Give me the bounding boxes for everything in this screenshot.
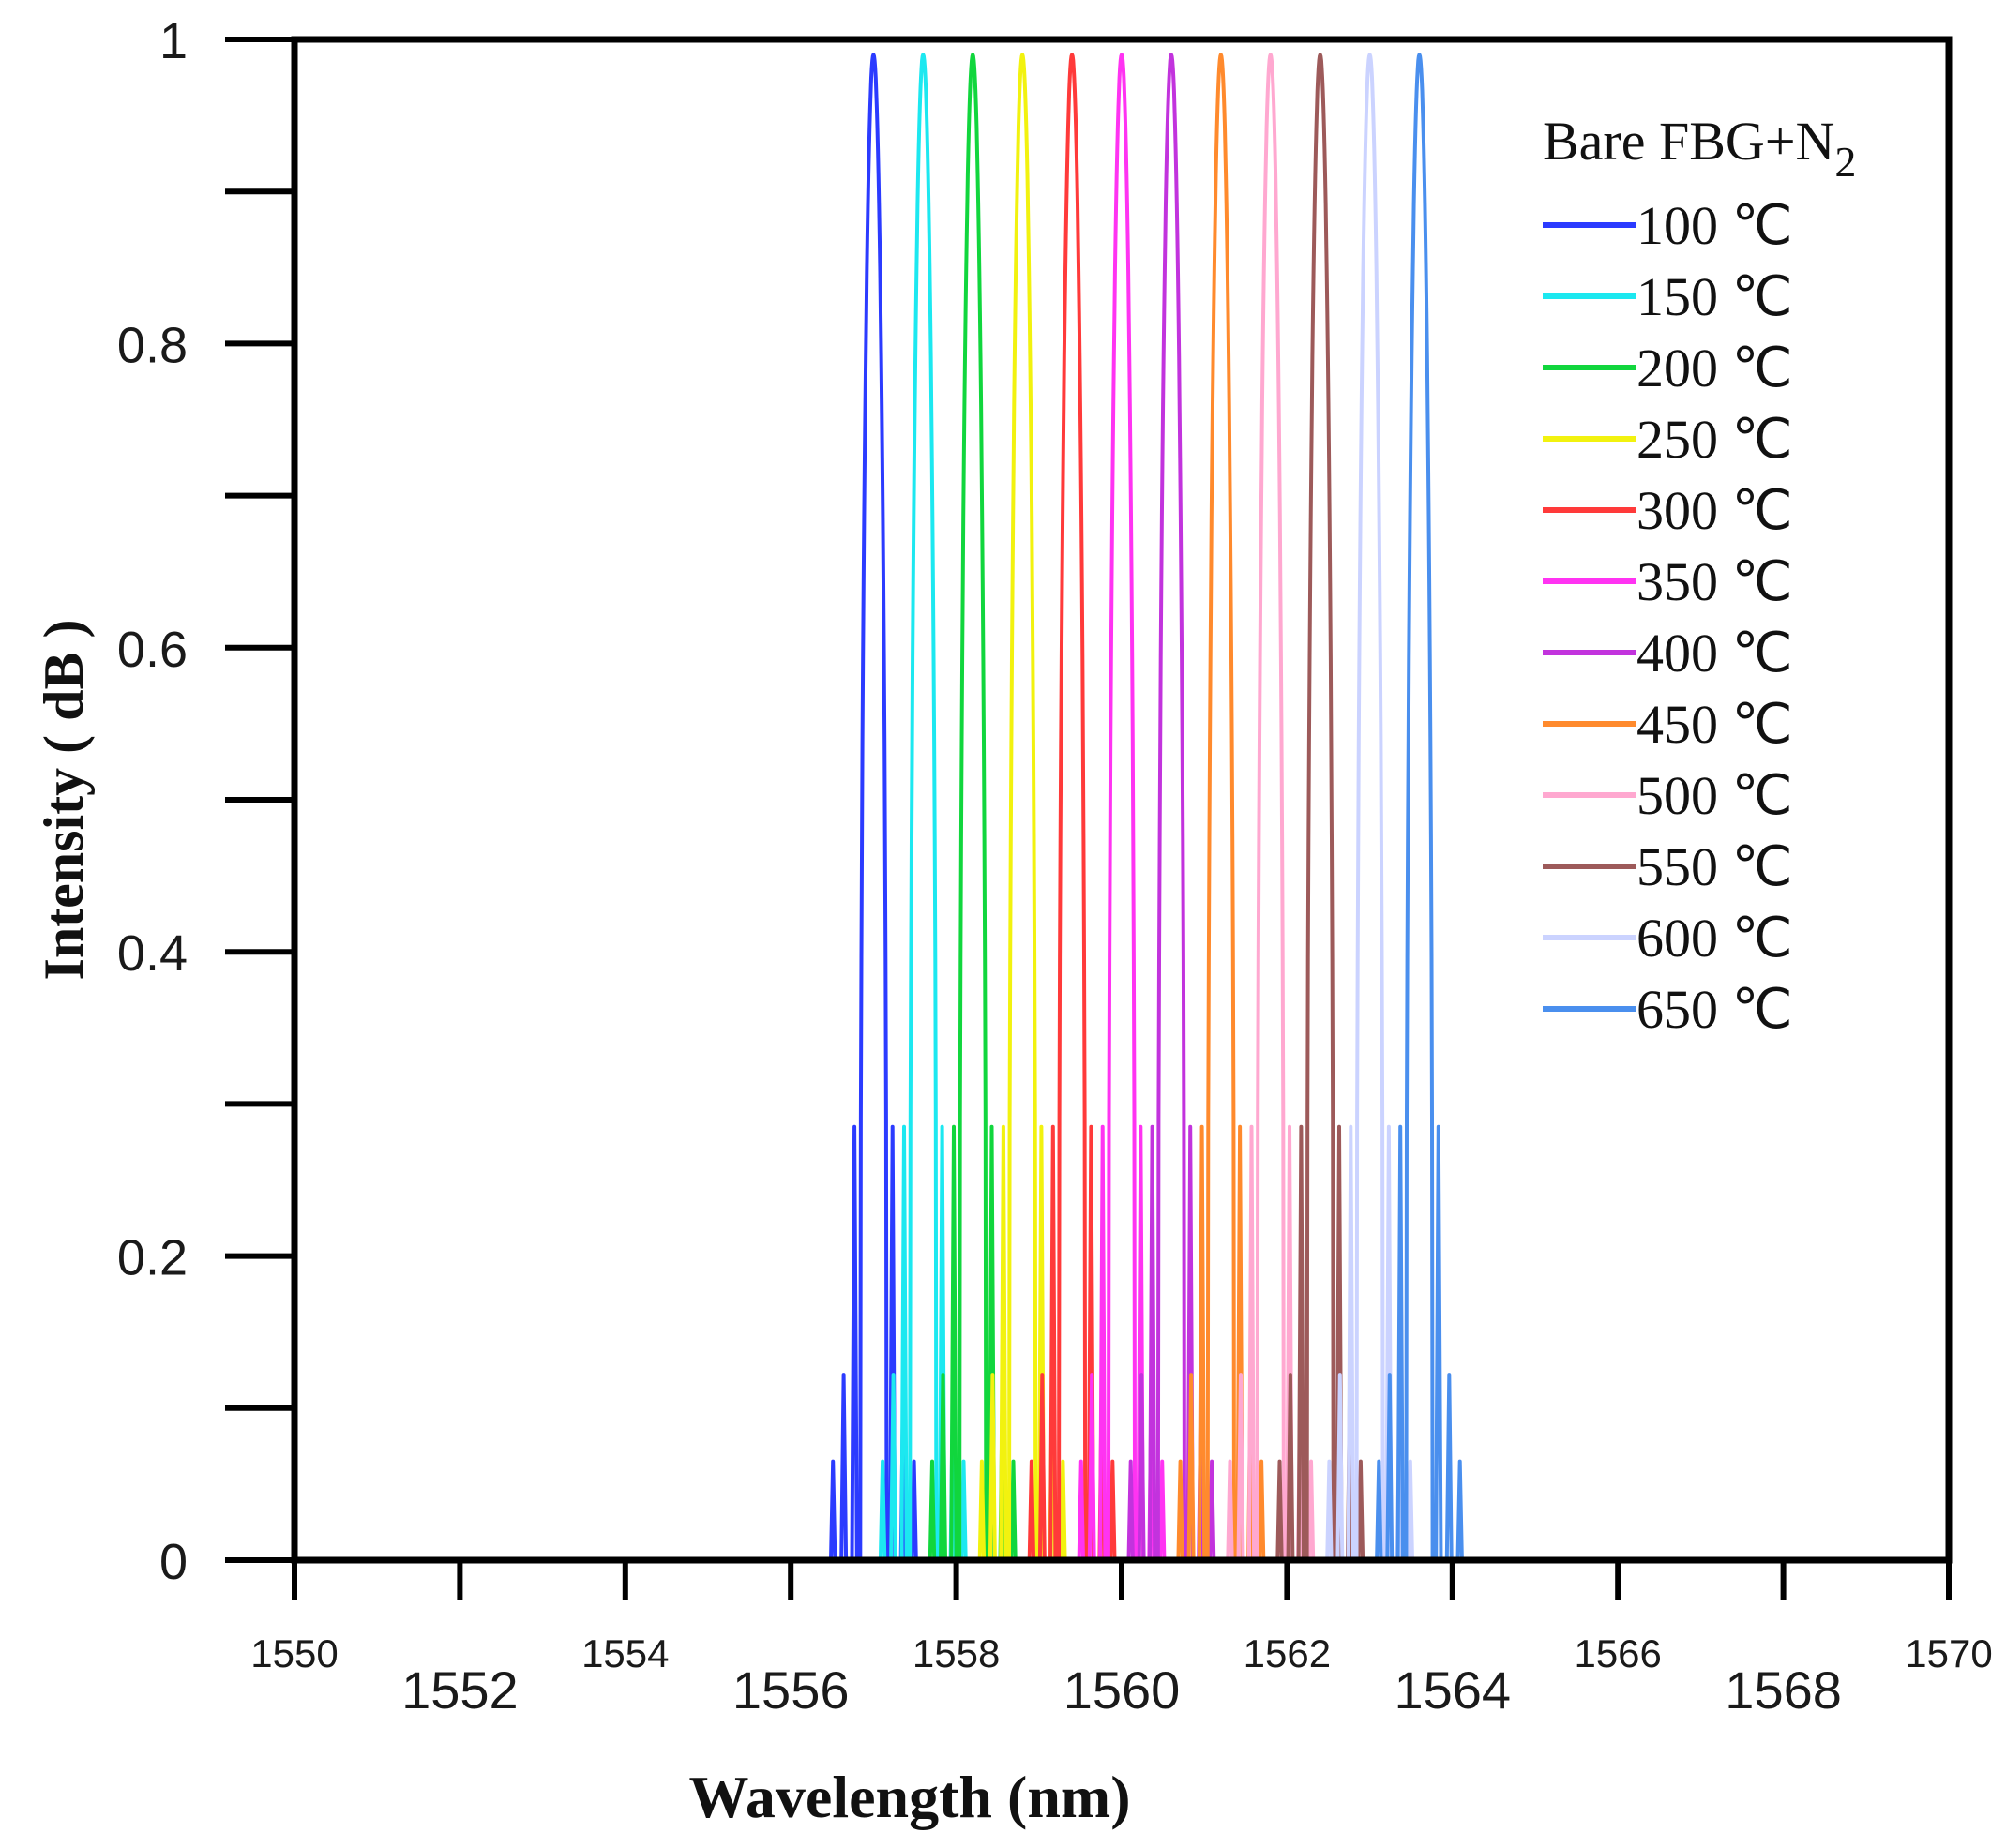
series-line xyxy=(875,53,972,1562)
x-tick-label: 1570 xyxy=(1905,1631,1992,1675)
series-line xyxy=(1272,53,1368,1562)
y-tick-label: 0.4 xyxy=(117,925,188,982)
x-tick-label: 1568 xyxy=(1725,1660,1842,1720)
legend-label: 350 ℃ xyxy=(1636,551,1793,612)
y-axis-label: Intensity ( dB ) xyxy=(33,619,95,980)
series-line xyxy=(1023,53,1121,1562)
y-tick-label: 0.6 xyxy=(117,622,188,678)
x-tick-label: 1554 xyxy=(581,1631,669,1675)
x-tick-label: 1566 xyxy=(1574,1631,1661,1675)
series-line xyxy=(1172,53,1269,1562)
legend-label: 250 ℃ xyxy=(1636,409,1793,470)
x-tick-label: 1564 xyxy=(1395,1660,1512,1720)
x-tick-label: 1550 xyxy=(250,1631,338,1675)
y-tick-label: 0.8 xyxy=(117,317,188,373)
legend-label: 500 ℃ xyxy=(1636,765,1793,826)
y-tick-label: 0 xyxy=(159,1534,188,1590)
series-line xyxy=(925,53,1021,1562)
x-tick-label: 1560 xyxy=(1063,1660,1181,1720)
series-line xyxy=(825,53,922,1562)
series-line xyxy=(1321,53,1418,1562)
legend-items: 100 ℃ 150 ℃ 200 ℃ 250 ℃ 300 ℃ 350 ℃ 400 ℃ 450 ℃… xyxy=(1543,195,1793,1040)
x-tick-label: 1556 xyxy=(732,1660,850,1720)
x-axis-label: Wavelength (nm) xyxy=(688,1764,1130,1830)
legend-label: 650 ℃ xyxy=(1636,979,1793,1040)
x-tick-label: 1558 xyxy=(913,1631,1000,1675)
legend-label: 550 ℃ xyxy=(1636,836,1793,897)
series-line xyxy=(1222,53,1319,1562)
legend-label: 100 ℃ xyxy=(1636,195,1793,256)
legend-label: 450 ℃ xyxy=(1636,694,1793,755)
legend-title: Bare FBG+N2 xyxy=(1543,111,1856,186)
series-layer xyxy=(825,53,1468,1562)
x-tick-label: 1562 xyxy=(1244,1631,1331,1675)
series-line xyxy=(974,53,1071,1562)
legend-label: 200 ℃ xyxy=(1636,338,1793,398)
series-line xyxy=(1073,53,1170,1562)
legend-label: 600 ℃ xyxy=(1636,908,1793,969)
legend-title-text: Bare FBG+N xyxy=(1543,111,1834,172)
series-line xyxy=(1371,53,1468,1562)
y-tick-label: 0.2 xyxy=(117,1230,188,1286)
legend-label: 300 ℃ xyxy=(1636,480,1793,541)
legend-label: 400 ℃ xyxy=(1636,623,1793,684)
y-axis-ticks: 0 0.2 0.4 0.6 0.8 1 xyxy=(117,13,294,1590)
legend-title-subscript: 2 xyxy=(1834,138,1856,186)
y-tick-label: 1 xyxy=(159,13,188,69)
legend: Bare FBG+N2 100 ℃ 150 ℃ 200 ℃ 250 ℃ 300 ℃ 350… xyxy=(1543,111,1856,1040)
series-line xyxy=(1123,53,1220,1562)
x-tick-label: 1552 xyxy=(401,1660,519,1720)
x-axis-ticks: 1550 1554 1558 1562 1566 1570 1552 1556 1560 1564… xyxy=(250,1560,1993,1720)
legend-label: 150 ℃ xyxy=(1636,266,1793,327)
